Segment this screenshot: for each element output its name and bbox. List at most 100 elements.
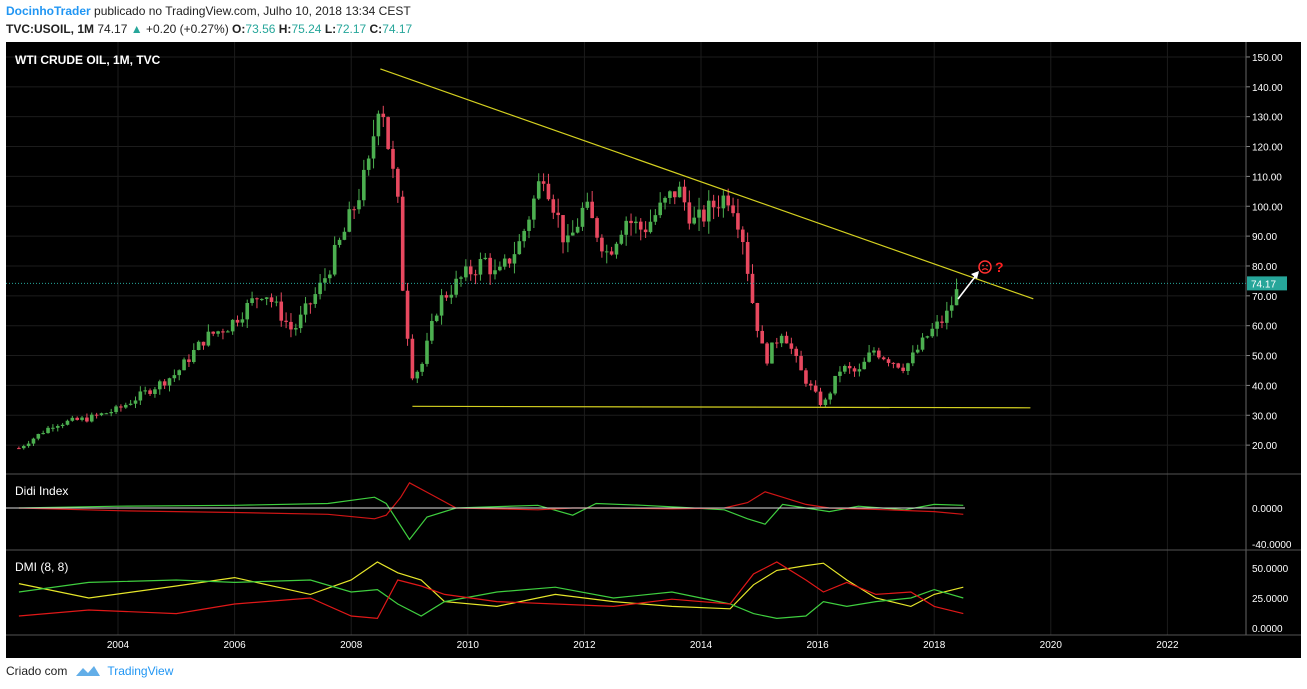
candle-body [216,331,220,334]
candle-body [648,221,653,233]
candle-body [31,438,36,444]
candle-body [774,342,779,344]
y-tick-label: 30.00 [1252,411,1277,422]
dmi-line-yellow [18,561,964,610]
x-tick-label: 2010 [457,640,480,651]
candle-body [604,251,609,253]
candle-body [901,367,905,371]
didi-tick-label: 0.0000 [1252,504,1283,515]
candle-body [828,393,833,400]
didi-title: Didi Index [15,484,68,498]
candle-body [906,363,910,371]
candle-body [736,213,740,230]
candle-body [430,321,434,341]
tradingview-brand-text: TradingView [107,664,174,678]
candle-body [629,220,633,224]
author-link[interactable]: DocinhoTrader [6,4,91,18]
candle-body [279,301,284,321]
y-tick-label: 150.00 [1252,53,1283,64]
price-change: +0.20 (+0.27%) [145,22,229,36]
dmi-line-red [18,561,964,620]
candle-body [502,258,507,267]
candle-body [663,197,667,203]
candle-body [473,274,478,276]
x-tick-label: 2020 [1040,640,1063,651]
candle-body [818,391,823,405]
candle-body [468,266,473,275]
candle-body [75,417,79,420]
candle-body [133,400,138,404]
candle-body [342,231,347,240]
candle-body [498,266,502,271]
candle-body [881,357,886,360]
candle-body [891,362,896,364]
chart-background [6,42,1301,658]
candle-body [638,221,643,230]
candle-body [235,319,240,323]
high-value: 75.24 [291,22,322,36]
candle-body [119,406,123,408]
candle-body [949,305,954,311]
candle-body [415,371,420,379]
candle-body [245,302,250,320]
last-price: 74.17 [97,22,128,36]
candle-body [925,336,930,338]
candle-body [585,201,590,208]
y-tick-label: 90.00 [1252,232,1277,243]
candle-body [381,113,386,118]
didi-line-green [18,496,964,541]
trendline [380,68,1034,300]
candle-body [915,349,920,353]
candle-body [609,251,614,255]
low-value: 72.17 [336,22,367,36]
x-tick-label: 2006 [223,640,246,651]
candle-body [862,361,867,370]
didi-tick-label: -40.0000 [1252,540,1292,551]
candle-body [488,257,492,275]
candle-body [371,136,376,159]
chart-canvas[interactable]: 2004 2006 2008 2010 2012 2014 2016 2018 2020 2022… [0,40,1307,660]
candle-body [706,200,711,222]
candle-body [838,371,842,376]
dmi-tick-label: 0.0000 [1252,624,1283,635]
candle-body [328,274,332,279]
candle-body [541,181,546,184]
y-tick-label: 140.00 [1252,83,1283,94]
candle-body [60,424,65,427]
candle-body [765,343,769,364]
tradingview-link[interactable]: TradingView [75,664,173,678]
x-tick-label: 2012 [573,640,596,651]
candle-body [172,375,177,379]
candle-body [264,297,269,299]
high-label: H: [278,22,292,36]
candle-body [454,278,458,295]
candle-body [702,209,706,222]
candle-body [522,230,526,242]
candle-body [425,340,429,364]
candle-body [677,186,682,198]
dmi-tick-label: 25.0000 [1252,594,1289,605]
candle-body [255,298,259,300]
candle-body [357,200,361,210]
candle-body [561,215,565,243]
candle-body [954,289,959,306]
x-tick-label: 2018 [923,640,946,651]
candle-body [784,335,789,344]
candle-body [740,229,745,243]
candle-body [745,242,750,274]
candle-body [191,350,196,362]
x-tick-label: 2004 [107,640,130,651]
trendlines [380,68,1034,409]
last-price-tag [1247,276,1287,291]
trendline [412,405,1031,409]
candle-body [148,390,152,394]
candle-body [872,350,876,353]
question-annotation: ? [995,259,1004,275]
ohlc-info: TVC:USOIL, 1M 74.17 ▲ +0.20 (+0.27%) O:7… [6,22,412,36]
candle-body [634,221,638,224]
open-value: 73.56 [245,22,276,36]
tradingview-logo-icon [76,666,101,676]
candle-body [289,321,293,330]
candles [17,105,959,450]
candle-body [89,414,94,422]
